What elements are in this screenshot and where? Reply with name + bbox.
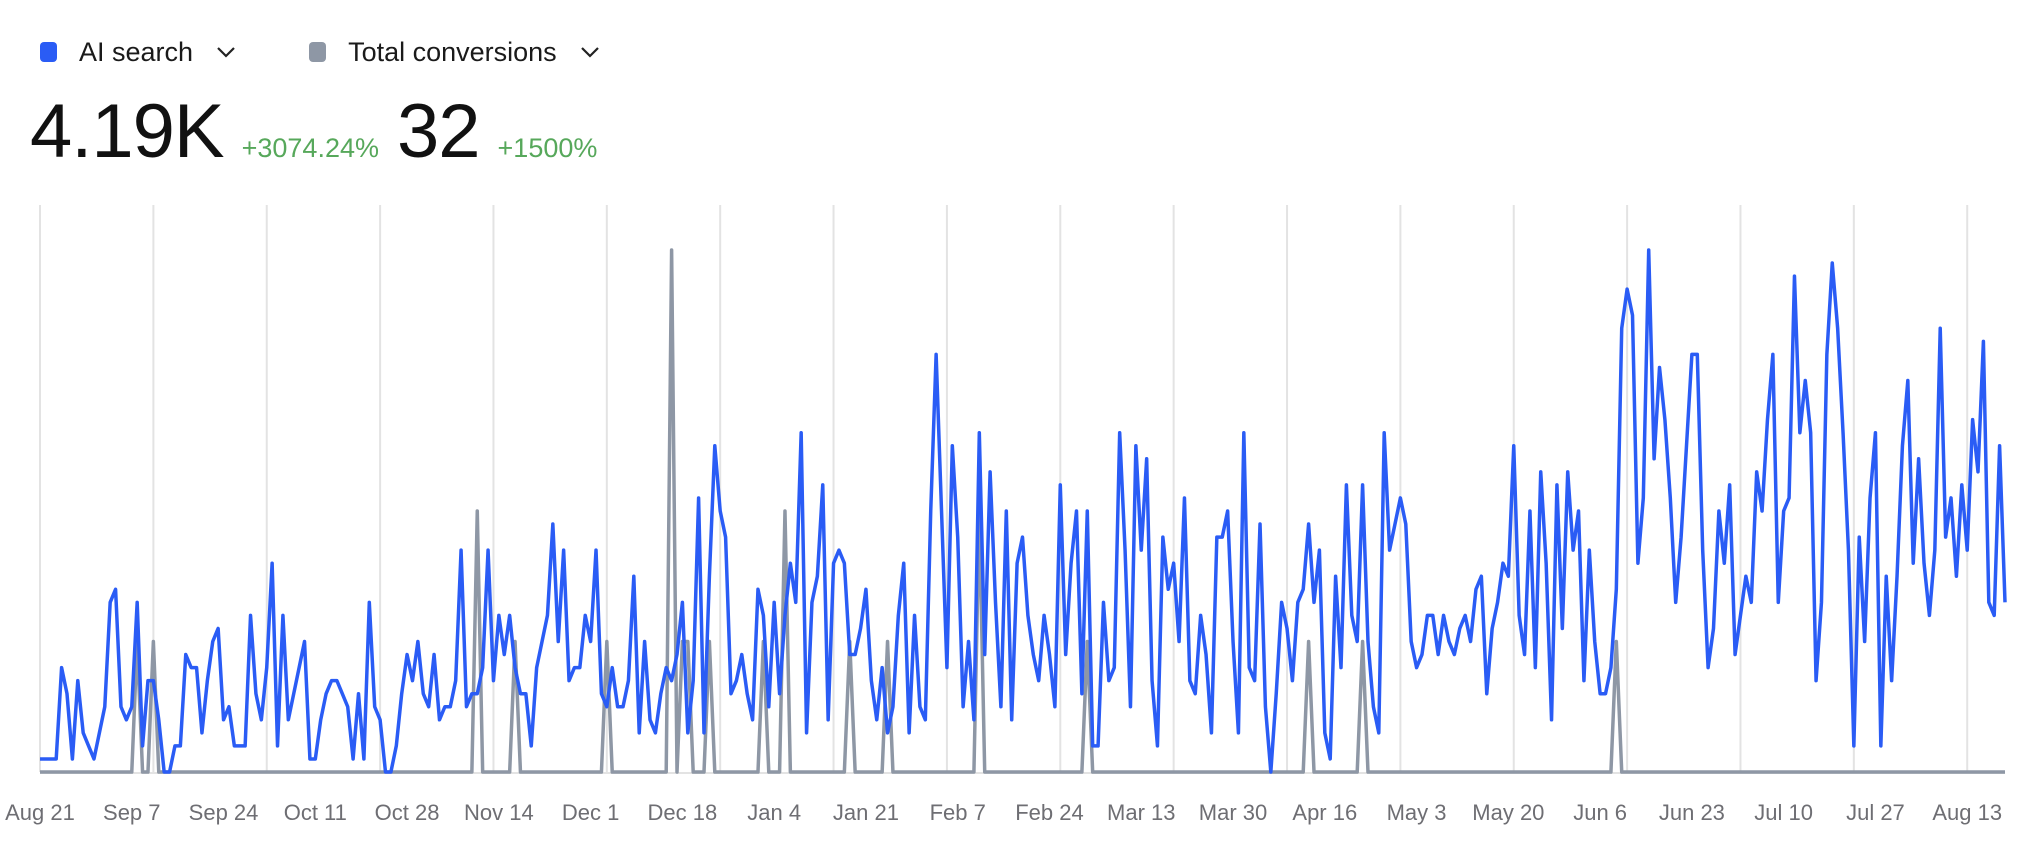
x-tick-label: Jun 23 (1659, 800, 1725, 825)
metric-selector-total-conversions[interactable]: Total conversions (309, 37, 601, 68)
x-tick-label: Nov 14 (464, 800, 534, 825)
x-tick-label: Mar 30 (1199, 800, 1267, 825)
legend: AI search Total conversions (40, 32, 673, 72)
x-tick-label: Dec 18 (648, 800, 718, 825)
x-tick-label: Aug 21 (5, 800, 75, 825)
x-tick-label: Aug 13 (1932, 800, 2002, 825)
x-tick-label: May 3 (1387, 800, 1447, 825)
series-line-total-conversions (40, 248, 2005, 774)
x-tick-label: Jul 27 (1846, 800, 1905, 825)
legend-swatch-ai-search (40, 42, 57, 62)
metrics-summary: 4.19K +3074.24% 32 +1500% (30, 88, 615, 175)
chevron-down-icon (217, 47, 235, 58)
legend-label: Total conversions (348, 36, 557, 67)
x-tick-label: Oct 28 (375, 800, 440, 825)
chevron-down-icon (580, 47, 599, 58)
series-line-ai-search (40, 248, 2007, 774)
legend-swatch-total-conversions (309, 42, 327, 62)
x-tick-label: Jul 10 (1754, 800, 1813, 825)
conversions-change: +1500% (497, 133, 598, 163)
x-tick-label: Apr 16 (1292, 800, 1357, 825)
metric-selector-ai-search[interactable]: AI search (40, 37, 237, 68)
legend-label: AI search (79, 36, 194, 67)
x-tick-label: Jan 21 (833, 800, 899, 825)
ai-search-change: +3074.24% (241, 133, 379, 163)
conversions-total: 32 (396, 89, 481, 174)
ai-search-total: 4.19K (30, 89, 225, 174)
x-tick-label: Sep 7 (103, 800, 161, 825)
x-tick-label: Dec 1 (562, 800, 619, 825)
x-tick-label: Jan 4 (747, 800, 801, 825)
x-tick-label: Feb 24 (1015, 800, 1084, 825)
x-tick-label: Feb 7 (930, 800, 986, 825)
x-tick-label: May 20 (1472, 800, 1544, 825)
x-tick-label: Sep 24 (189, 800, 259, 825)
x-tick-label: Oct 11 (284, 800, 347, 825)
x-tick-label: Mar 13 (1107, 800, 1175, 825)
x-tick-label: Jun 6 (1573, 800, 1627, 825)
